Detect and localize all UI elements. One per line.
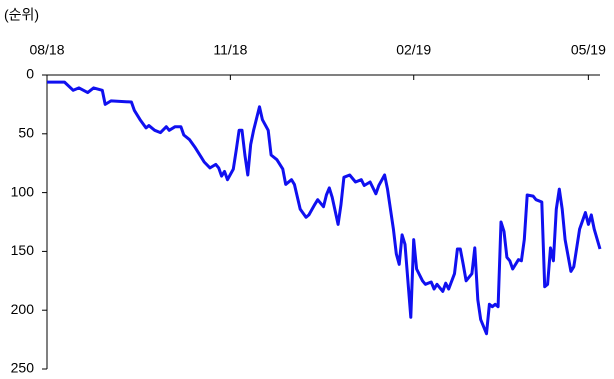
y-tick-label: 150 xyxy=(11,242,35,258)
line-series xyxy=(47,80,602,336)
x-tick-label: 11/18 xyxy=(213,42,247,58)
y-tick-label: 0 xyxy=(26,66,34,82)
x-tick-label: 02/19 xyxy=(396,42,431,58)
x-tick-label: 05/19 xyxy=(571,42,606,58)
x-tick-label: 08/18 xyxy=(29,42,64,58)
y-tick-label: 200 xyxy=(11,301,35,317)
y-tick-label: 50 xyxy=(18,125,34,141)
y-axis-label: (순위) xyxy=(4,7,39,23)
y-tick-label: 100 xyxy=(11,183,35,199)
y-tick-label: 250 xyxy=(11,360,35,376)
